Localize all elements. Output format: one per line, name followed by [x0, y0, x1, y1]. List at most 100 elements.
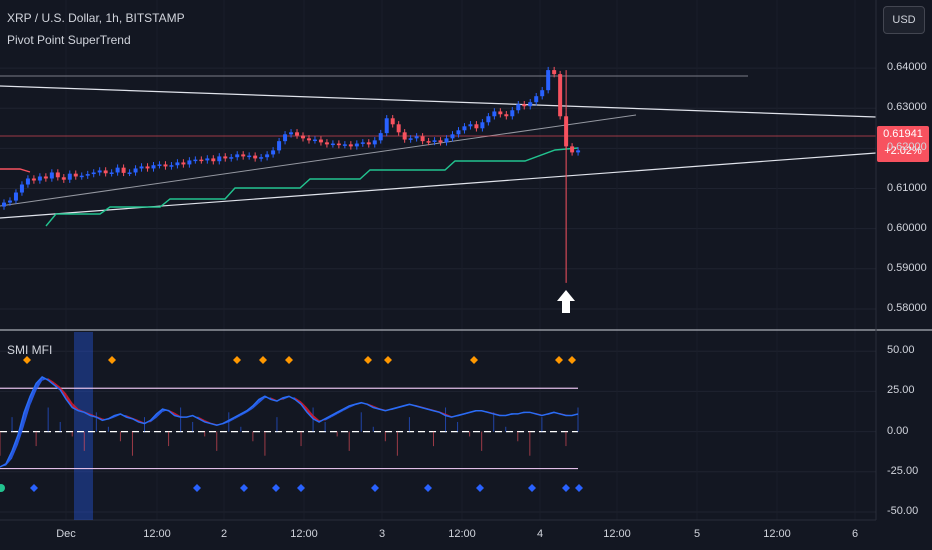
supertrend-line [0, 168, 31, 173]
candle [570, 146, 575, 153]
candle [103, 170, 108, 174]
candle [265, 154, 270, 158]
signal-diamond [371, 484, 379, 492]
candle [390, 118, 395, 125]
signal-diamond [272, 484, 280, 492]
trendlines [0, 75, 877, 219]
candle [193, 159, 198, 162]
candle [558, 74, 563, 117]
grid-lines [0, 67, 876, 513]
smi-tick-label: 50.00 [887, 344, 915, 357]
signal-diamond [193, 484, 201, 492]
candle [175, 162, 180, 166]
signal-diamond [297, 484, 305, 492]
trendline-upper [0, 85, 877, 118]
indicator-title: Pivot Point SuperTrend [7, 33, 131, 47]
candle [474, 124, 479, 129]
time-tick-label: 6 [851, 528, 859, 540]
candle [181, 162, 186, 165]
candle [498, 111, 503, 115]
up-arrow-marker [557, 290, 575, 313]
candle [163, 164, 168, 167]
trendline-mid [0, 114, 637, 207]
signal-diamond [476, 484, 484, 492]
smi-ribbon [36, 376, 43, 392]
signal-diamond [364, 356, 372, 364]
session-highlight [74, 332, 93, 520]
price-badge: 0.61941 +2.02% [877, 126, 929, 162]
candle [169, 165, 174, 167]
candle [372, 140, 377, 145]
time-tick-label: 3 [378, 528, 386, 540]
candle [402, 132, 407, 140]
candle [486, 116, 491, 123]
candle [97, 170, 102, 173]
pane-separator [0, 0, 932, 521]
signal-dot [0, 484, 5, 492]
time-tick-label: Dec [56, 528, 76, 540]
price-tick-label: 0.58000 [887, 301, 927, 314]
price-tick-label: 0.61000 [887, 181, 927, 194]
candle [510, 110, 515, 117]
candle [456, 130, 461, 135]
signal-diamond [562, 484, 570, 492]
candle [115, 167, 120, 173]
price-change: +2.02% [884, 145, 922, 157]
candle [199, 159, 204, 162]
candle [312, 139, 317, 142]
candle [73, 173, 78, 177]
signal-diamond [240, 484, 248, 492]
up-arrow-icon [557, 290, 575, 313]
candle [342, 144, 347, 146]
signal-diamond [384, 356, 392, 364]
smi-tick-label: 0.00 [887, 424, 909, 437]
candle [552, 70, 557, 75]
candle [217, 156, 222, 162]
smi-tick-label: -50.00 [887, 504, 919, 517]
candle [540, 90, 545, 97]
candle [43, 176, 48, 179]
smi-ribbon [72, 402, 79, 411]
candle [295, 132, 300, 136]
signal-diamond [233, 356, 241, 364]
candle [259, 157, 264, 159]
price-tick-label: 0.63000 [887, 101, 927, 114]
candle [301, 135, 305, 139]
candle [187, 160, 192, 165]
smi-ribbon [30, 383, 37, 406]
candle [49, 172, 54, 179]
smi-ribbon [258, 396, 265, 404]
candle [67, 173, 72, 180]
price-tick-label: 0.60000 [887, 221, 927, 234]
candle [492, 111, 497, 117]
candle [19, 184, 24, 193]
currency-button[interactable]: USD [883, 6, 925, 34]
candle [534, 96, 539, 103]
candle [438, 140, 443, 143]
candle [318, 139, 323, 143]
smi-ribbon [313, 414, 320, 422]
candle [444, 138, 449, 143]
candle [271, 150, 276, 155]
signal-diamond [568, 356, 576, 364]
candle [408, 138, 413, 140]
candle [127, 172, 132, 174]
trendline-lower [0, 152, 877, 219]
candle [516, 104, 521, 111]
symbol-title: XRP / U.S. Dollar, 1h, BITSTAMP [7, 11, 185, 25]
signal-diamond [30, 484, 38, 492]
candle [139, 166, 144, 169]
signal-diamond [470, 356, 478, 364]
time-tick-label: 12:00 [763, 528, 791, 540]
candle [378, 133, 383, 141]
candle [151, 165, 156, 169]
candle [7, 200, 12, 203]
candle [211, 158, 216, 162]
candle [396, 124, 401, 133]
signal-diamond [259, 356, 267, 364]
candle [2, 202, 6, 207]
time-tick-label: 5 [693, 528, 701, 540]
smi-ribbon [24, 396, 31, 426]
candle [61, 177, 66, 180]
